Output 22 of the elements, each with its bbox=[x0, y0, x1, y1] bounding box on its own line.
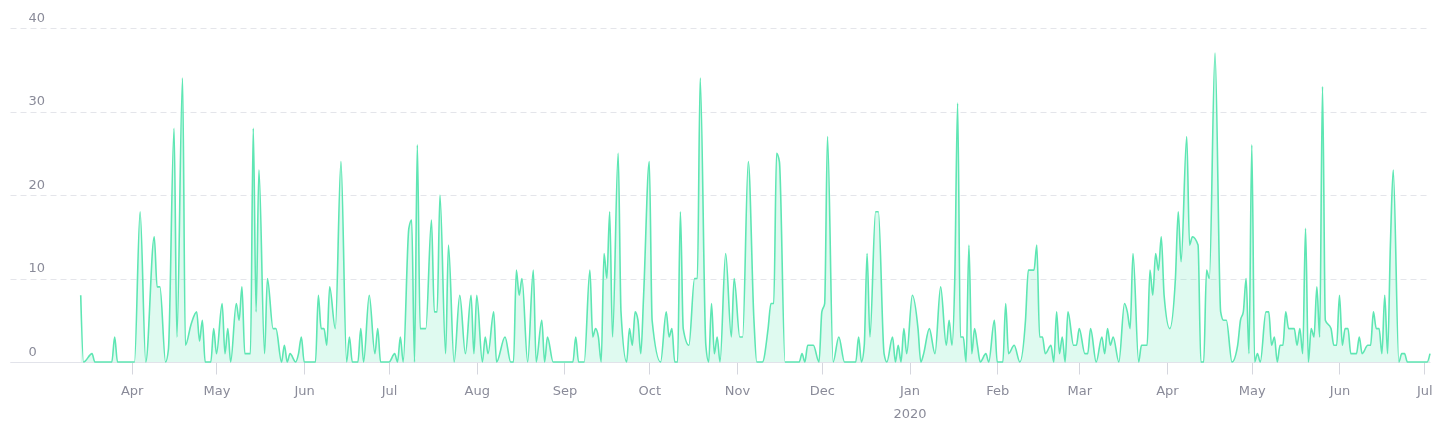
x-axis-title: 2020 bbox=[893, 405, 927, 421]
x-tick-label: Jul bbox=[1416, 382, 1433, 398]
x-tick-label: May bbox=[203, 382, 231, 398]
x-tick-label: Jan bbox=[899, 382, 921, 398]
x-tick-label: Nov bbox=[724, 382, 751, 398]
y-tick-label: 10 bbox=[28, 260, 46, 275]
y-tick-label: 0 bbox=[28, 343, 37, 359]
x-tick-label: Oct bbox=[638, 382, 662, 398]
x-tick-label: Jul bbox=[380, 382, 398, 398]
x-tick-label: Apr bbox=[120, 382, 145, 398]
y-tick-label: 20 bbox=[28, 176, 46, 192]
x-tick-label: Sep bbox=[552, 382, 578, 398]
x-tick-label: May bbox=[1238, 382, 1267, 398]
y-tick-label: 40 bbox=[28, 9, 46, 25]
x-tick-label: Jun bbox=[1328, 382, 1351, 398]
y-tick-label: 30 bbox=[28, 93, 46, 108]
x-tick-label: Aug bbox=[464, 382, 490, 398]
x-tick-label: Jun bbox=[293, 382, 315, 398]
x-tick-label: Dec bbox=[809, 382, 835, 398]
x-tick-label: Apr bbox=[1156, 382, 1180, 398]
x-tick-label: Feb bbox=[986, 382, 1010, 398]
x-tick-label: Mar bbox=[1067, 382, 1093, 398]
